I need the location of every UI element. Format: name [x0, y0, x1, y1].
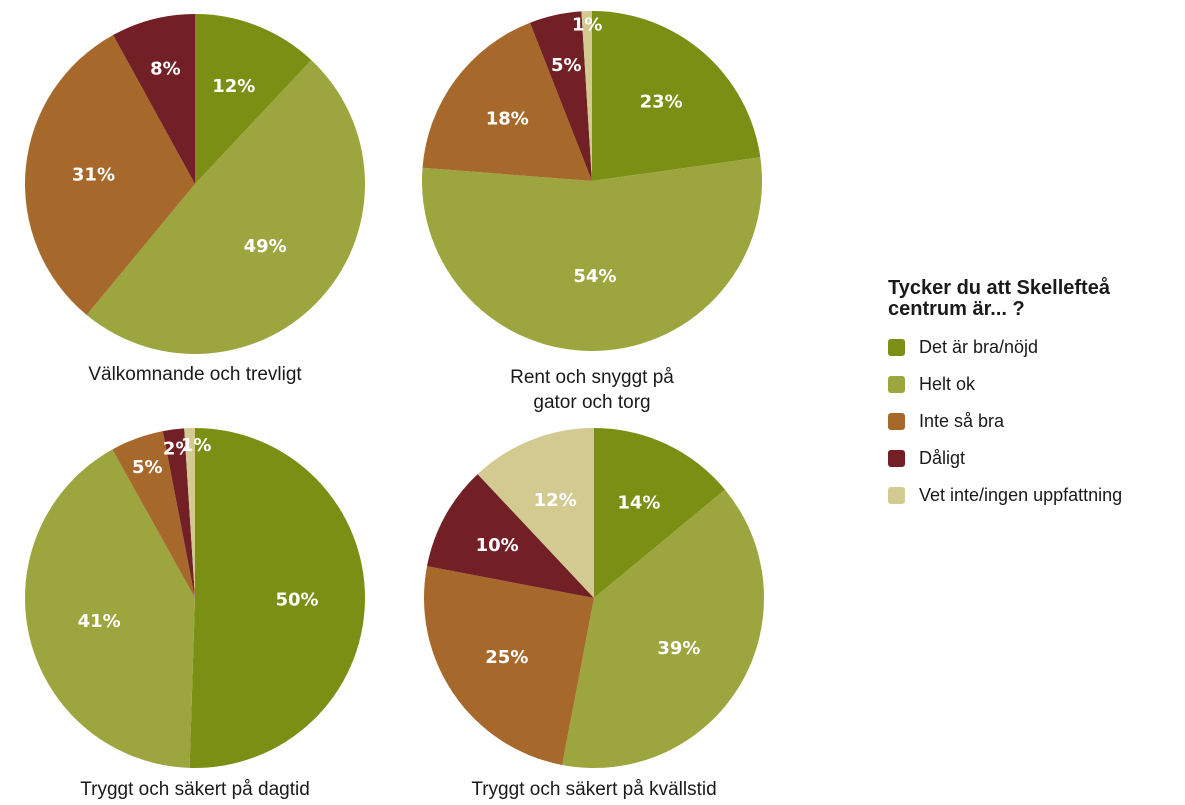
legend-item-inte-sa-bra: Inte så bra	[888, 410, 1183, 433]
pie-slice	[112, 431, 195, 598]
legend-item-bra: Det är bra/nöjd	[888, 336, 1183, 359]
pie-slice	[24, 35, 196, 315]
legend-label: Det är bra/nöjd	[919, 337, 1039, 357]
pie-slice	[594, 428, 725, 598]
pie-chart: 12% 49% 31% 8% Välkomnande och trevligt	[24, 14, 366, 385]
legend-label: Helt ok	[919, 374, 976, 394]
legend-label: Inte så bra	[919, 411, 1005, 431]
pie-slice	[477, 428, 594, 598]
legend-swatch	[888, 487, 905, 504]
slice-label: 41%	[78, 611, 121, 632]
pie-slice	[592, 11, 761, 181]
legend-swatch	[888, 413, 905, 430]
slice-label: 39%	[657, 638, 700, 659]
legend-item-helt-ok: Helt ok	[888, 373, 1183, 396]
slice-label: 1%	[181, 435, 212, 456]
legend-label: Dåligt	[919, 448, 966, 468]
legend-swatch	[888, 376, 905, 393]
slice-label: 49%	[244, 236, 287, 257]
slice-label: 54%	[573, 266, 616, 287]
pie-slice	[195, 14, 312, 184]
pie-slice	[422, 157, 762, 351]
legend-swatch	[888, 450, 905, 467]
slice-label: 14%	[617, 493, 660, 514]
pie-slice	[162, 428, 195, 598]
legend: Tycker du att Skellefteå centrum är... ?…	[888, 278, 1183, 521]
pie-slice	[189, 428, 365, 768]
slice-label: 12%	[212, 76, 255, 97]
pie-slice	[113, 14, 195, 184]
pie-slice	[184, 428, 195, 598]
pie-slice	[427, 474, 594, 598]
slice-label: 12%	[534, 490, 577, 511]
slice-label: 25%	[485, 647, 528, 668]
legend-swatch	[888, 339, 905, 356]
pie-slice	[581, 11, 592, 181]
pie-slice	[422, 22, 592, 182]
pie-slice	[424, 566, 594, 765]
pie-slice	[25, 449, 195, 768]
legend-label: Vet inte/ingen uppfattning	[919, 485, 1123, 505]
pie-chart: 50%41%5%2%1%Tryggt och säkert på dagtid	[25, 428, 365, 800]
chart-caption: Rent och snyggt på gator och torg	[510, 367, 674, 413]
slice-label: 1%	[572, 15, 603, 36]
pie-chart: 14% 39% 25% 10% 12% Tryggt och säkert på kväl…	[424, 428, 765, 800]
pie-chart: 23% 54% 18% 5% 1% Rent och snyggt på gator och…	[422, 11, 762, 413]
legend-item-daligt: Dåligt	[888, 447, 1183, 470]
legend-item-vet-inte: Vet inte/ingen uppfattning	[888, 484, 1183, 507]
slice-label: 5%	[551, 55, 582, 76]
slice-label: 10%	[476, 535, 519, 556]
slice-label: 50%	[275, 590, 318, 611]
slice-label: 23%	[640, 91, 683, 112]
pie-slice	[530, 11, 592, 182]
slice-label: 31%	[72, 164, 115, 185]
slice-label: 8%	[150, 59, 181, 80]
chart-caption: Tryggt och säkert på kvällstid	[471, 779, 716, 800]
chart-caption: Tryggt och säkert på dagtid	[80, 779, 310, 800]
pie-slice	[562, 489, 765, 768]
pie-slice	[86, 60, 366, 355]
chart-caption: Välkomnande och trevligt	[88, 364, 302, 385]
slice-label: 5%	[132, 457, 163, 478]
legend-title: Tycker du att Skellefteå centrum är... ?	[888, 277, 1110, 320]
slice-label: 18%	[486, 108, 529, 129]
